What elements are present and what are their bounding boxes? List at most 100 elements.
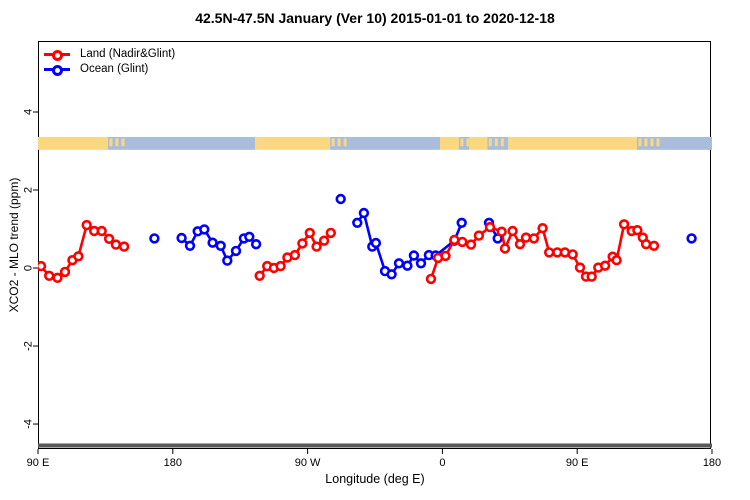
data-point [514,239,526,250]
data-point [318,235,330,246]
map-strip-land-segment [469,136,488,150]
data-point [289,249,301,261]
data-point [632,225,643,236]
data-point [52,272,63,284]
data-point [370,237,382,249]
y-axis-title: XCO2 - MLO trend (ppm) [7,177,21,313]
plot-canvas [38,136,712,448]
data-point [484,221,496,233]
map-strip-land-speck [331,138,335,147]
data-point [402,260,413,271]
map-strip-land-speck [343,138,347,147]
data-point [586,271,597,282]
data-point [358,207,370,219]
data-point [611,255,622,266]
map-strip-land-speck [638,138,642,147]
map-strip-land-speck [488,138,492,147]
baseline-bar [38,443,712,448]
land-series-sample [44,49,70,61]
data-point [81,219,92,231]
data-point [408,250,420,261]
data-point [176,232,187,244]
data-point [499,243,511,254]
data-point [304,227,315,239]
data-point [184,240,196,252]
ocean-marker-icon [52,64,63,76]
data-point [325,227,336,239]
x-tick-label: 0 [439,457,445,469]
map-strip-ocean-segment [126,136,256,150]
legend: Land (Nadir&Glint) Ocean (Glint) [44,46,175,76]
legend-label-land: Land (Nadir&Glint) [80,47,176,60]
x-tick-label: 90 E [27,457,50,469]
data-point [222,255,233,266]
data-point [425,273,437,285]
data-point [599,260,611,271]
data-point [118,241,130,252]
data-point [567,249,578,260]
data-point [103,233,115,245]
data-point [96,225,107,237]
data-point [230,245,242,257]
map-strip-land-speck [109,138,113,147]
y-tick-label: -4 [23,419,35,429]
map-strip-land-speck [494,138,498,147]
data-point [199,224,210,235]
legend-item-ocean: Ocean (Glint) [44,61,175,76]
y-tick-label: 4 [23,109,35,115]
data-point [574,262,586,273]
data-point [335,193,346,205]
map-strip-mixed-segment [458,136,470,150]
data-point [59,266,71,278]
map-strip-land-speck [650,138,654,147]
map-strip-land-speck [460,138,464,147]
data-point [149,233,160,244]
y-tick-label: -2 [22,341,34,351]
map-strip-land-speck [121,138,125,147]
land-marker-icon [52,49,63,61]
map-strip-land-segment [38,136,108,150]
data-point [73,251,84,262]
data-point [507,225,518,237]
map-strip-land-speck [500,138,504,147]
y-tick-label: 0 [23,265,35,271]
chart-title: 42.5N-47.5N January (Ver 10) 2015-01-01 … [195,10,555,26]
map-strip-land-speck [337,138,341,147]
legend-item-land: Land (Nadir&Glint) [44,46,175,61]
data-point [528,233,540,244]
x-tick-label: 180 [703,457,721,469]
data-point [207,237,218,248]
map-strip-ocean-segment [349,136,441,150]
data-point [415,258,427,269]
map-strip-land-speck [644,138,648,147]
data-point [250,239,262,250]
data-point [244,231,255,243]
ocean-series-sample [44,64,70,76]
x-tick-label: 90 W [295,457,321,469]
map-strip-land-segment [440,136,459,150]
data-point [496,226,507,237]
data-point [457,236,468,248]
data-point [648,240,660,252]
data-point [254,270,265,282]
map-strip-ocean-segment [660,136,712,150]
x-tick-label: 180 [164,457,182,469]
map-strip-land-speck [115,138,119,147]
data-point [440,250,451,262]
data-point [537,223,548,234]
data-point [297,238,308,249]
data-point [38,260,47,272]
data-point [386,269,397,280]
data-point [473,230,485,241]
map-strip-land-segment [255,136,331,150]
map-strip-land-segment [508,136,637,150]
x-axis-title: Longitude (deg E) [325,472,425,486]
plot-area-border [38,41,711,449]
data-point [275,260,286,272]
data-point [215,240,226,252]
map-strip-land-speck [466,138,470,147]
data-point [465,239,477,250]
x-tick-label: 90 E [566,457,589,469]
data-point [352,217,363,229]
